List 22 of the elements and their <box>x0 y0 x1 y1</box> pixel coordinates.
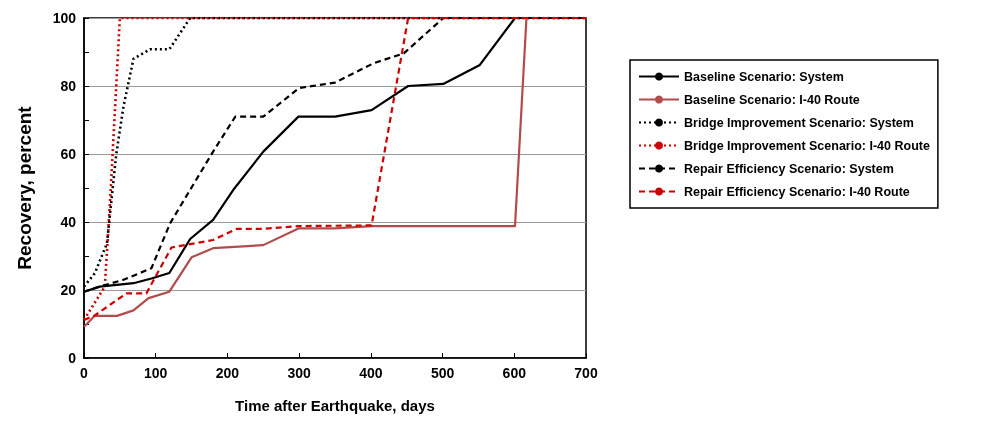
y-tick-label: 0 <box>68 350 77 366</box>
x-tick-label: 600 <box>502 365 527 381</box>
y-tick-label: 60 <box>60 146 77 162</box>
y-tick-label: 40 <box>60 214 77 230</box>
y-tick-label: 80 <box>60 78 77 94</box>
legend-label: Bridge Improvement Scenario: I-40 Route <box>684 138 930 153</box>
y-tick-label: 20 <box>60 282 77 298</box>
x-tick-label: 0 <box>80 365 89 381</box>
x-tick-label: 200 <box>215 365 240 381</box>
x-axis-title: Time after Earthquake, days <box>235 397 435 414</box>
legend-label: Bridge Improvement Scenario: System <box>684 115 914 130</box>
x-tick-label: 500 <box>430 365 455 381</box>
legend-label: Baseline Scenario: I-40 Route <box>684 92 860 107</box>
legend-label: Repair Efficiency Scenario: I-40 Route <box>684 184 910 199</box>
legend-label: Repair Efficiency Scenario: System <box>684 161 894 176</box>
legend-label: Baseline Scenario: System <box>684 69 844 84</box>
x-tick-label: 300 <box>287 365 312 381</box>
x-tick-label: 400 <box>359 365 383 381</box>
x-tick-label: 700 <box>574 365 598 381</box>
y-axis-title: Recovery, percent <box>14 105 35 270</box>
y-tick-label: 100 <box>52 10 77 26</box>
x-tick-label: 100 <box>144 365 168 381</box>
